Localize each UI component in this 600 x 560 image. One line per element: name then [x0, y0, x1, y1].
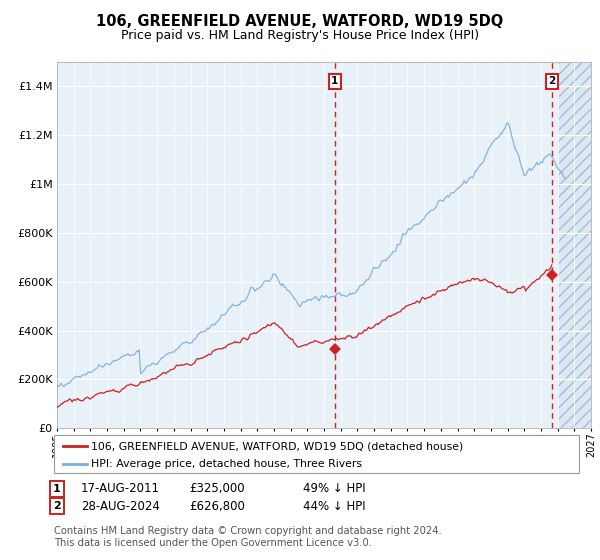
Text: 28-AUG-2024: 28-AUG-2024	[81, 500, 160, 513]
Text: 44% ↓ HPI: 44% ↓ HPI	[303, 500, 365, 513]
Text: 106, GREENFIELD AVENUE, WATFORD, WD19 5DQ (detached house): 106, GREENFIELD AVENUE, WATFORD, WD19 5D…	[91, 441, 463, 451]
Text: 1: 1	[331, 76, 338, 86]
Text: 2: 2	[548, 76, 556, 86]
Bar	[557, 62, 591, 428]
Text: 106, GREENFIELD AVENUE, WATFORD, WD19 5DQ: 106, GREENFIELD AVENUE, WATFORD, WD19 5D…	[97, 14, 503, 29]
Text: 49% ↓ HPI: 49% ↓ HPI	[303, 482, 365, 496]
Text: 2: 2	[53, 501, 61, 511]
Text: £325,000: £325,000	[189, 482, 245, 496]
Text: Price paid vs. HM Land Registry's House Price Index (HPI): Price paid vs. HM Land Registry's House …	[121, 29, 479, 42]
Text: This data is licensed under the Open Government Licence v3.0.: This data is licensed under the Open Gov…	[54, 538, 372, 548]
Text: Contains HM Land Registry data © Crown copyright and database right 2024.: Contains HM Land Registry data © Crown c…	[54, 526, 442, 536]
Text: £626,800: £626,800	[189, 500, 245, 513]
Text: 17-AUG-2011: 17-AUG-2011	[81, 482, 160, 496]
Text: HPI: Average price, detached house, Three Rivers: HPI: Average price, detached house, Thre…	[91, 459, 362, 469]
Text: 1: 1	[53, 484, 61, 494]
